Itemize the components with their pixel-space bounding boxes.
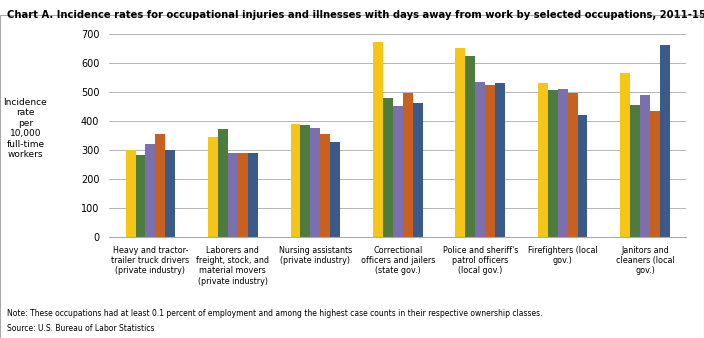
Bar [383,98,393,237]
Bar [146,144,156,237]
Text: Note: These occupations had at least 0.1 percent of employment and among the hig: Note: These occupations had at least 0.1… [7,309,543,318]
Bar [558,89,567,237]
Bar [373,43,383,237]
Bar [485,84,495,237]
Bar [291,124,301,237]
Bar [135,155,146,237]
Bar [248,152,258,237]
Bar [125,150,135,237]
Bar [475,81,485,237]
Bar [228,152,238,237]
Bar [238,152,248,237]
Bar [310,128,320,237]
Bar [650,111,660,237]
Bar [165,150,175,237]
Text: Source: U.S. Bureau of Labor Statistics: Source: U.S. Bureau of Labor Statistics [7,324,155,334]
Bar [567,93,577,237]
Bar [320,134,330,237]
Bar [620,73,630,237]
Bar [208,137,218,237]
Bar [465,55,475,237]
Bar [640,95,650,237]
Bar [630,105,640,237]
Bar [301,125,310,237]
Bar [455,48,465,237]
Bar [218,129,228,237]
Text: Incidence
rate
per
10,000
full-time
workers: Incidence rate per 10,000 full-time work… [4,98,47,159]
Text: Chart A. Incidence rates for occupational injuries and illnesses with days away : Chart A. Incidence rates for occupationa… [7,10,704,20]
Bar [548,90,558,237]
Bar [577,115,587,237]
Bar [660,45,670,237]
Bar [156,134,165,237]
Bar [413,103,422,237]
Bar [330,142,340,237]
Bar [393,106,403,237]
Bar [538,83,548,237]
Bar [495,83,505,237]
Bar [403,93,413,237]
